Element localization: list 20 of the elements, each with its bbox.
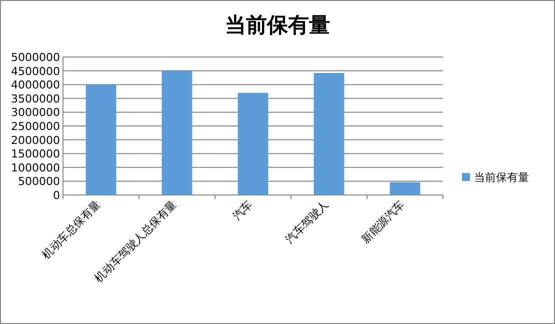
bar (162, 70, 192, 195)
y-tick-label: 500000 (18, 175, 60, 188)
bar (390, 182, 420, 195)
bar (86, 84, 116, 195)
y-tick-label: 3500000 (11, 92, 60, 106)
y-tick-label: 2000000 (11, 134, 60, 147)
y-tick-label: 1500000 (11, 148, 60, 161)
x-tick-label: 汽车 (230, 198, 256, 223)
x-tick-label: 新能源汽车 (359, 198, 408, 246)
y-tick-label: 2500000 (11, 120, 60, 133)
y-tick-label: 4500000 (11, 64, 60, 78)
legend-label: 当前保有量 (474, 171, 529, 184)
y-tick-label: 3000000 (11, 106, 60, 120)
bar (238, 92, 268, 195)
chart-title: 当前保有量 (225, 13, 330, 37)
y-tick-label: 4000000 (11, 78, 60, 92)
x-tick-label: 汽车驾驶人 (283, 198, 332, 246)
y-tick-label: 1000000 (11, 161, 60, 174)
y-tick-label: 5000000 (11, 51, 60, 64)
bar (314, 73, 344, 195)
